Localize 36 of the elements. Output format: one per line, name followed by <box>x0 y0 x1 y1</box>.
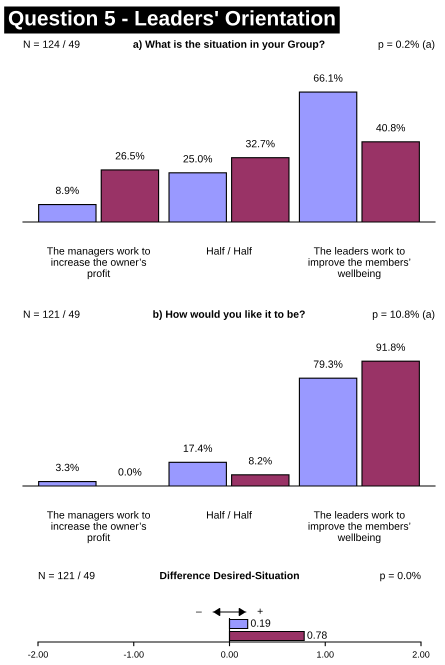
data-label: 8.9% <box>56 186 79 194</box>
x-tick-label: The managers work to increase the owner’s profit <box>47 511 150 544</box>
x-tick-label: 2.00 <box>412 651 430 658</box>
data-label: 3.3% <box>56 464 79 472</box>
x-tick-label: Half / Half <box>206 247 252 255</box>
text: N = 124 / 49 <box>24 40 80 48</box>
x-tick-label: 1.00 <box>317 651 334 658</box>
text: p = 0.2% (a) <box>378 40 434 50</box>
x-tick-label: The leaders work to improve the members’ wellbeing <box>308 511 410 544</box>
x-tick-label: -1.00 <box>124 651 144 658</box>
data-label: 0.78 <box>307 631 327 639</box>
data-label: 40.8% <box>376 124 406 132</box>
x-tick-label: The managers work to increase the owner’s profit <box>47 247 150 280</box>
x-tick-label: 0.00 <box>221 651 238 658</box>
chart-title: Question 5 - Leaders' Orientation <box>8 10 335 30</box>
data-label: 25.0% <box>183 155 212 162</box>
data-label: 66.1% <box>314 74 342 82</box>
data-label: 32.7% <box>246 140 275 148</box>
x-tick-label: Half / Half <box>206 511 252 519</box>
data-label: 0.0% <box>118 468 142 476</box>
text: + <box>258 608 263 614</box>
data-label: 8.2% <box>248 457 272 464</box>
chart-title: Difference Desired-Situation <box>160 572 299 580</box>
chart-title: b) How would you like it to be? <box>153 310 305 320</box>
x-tick-label: -2.00 <box>28 651 48 658</box>
data-label: 0.19 <box>250 619 270 627</box>
data-label: 17.4% <box>184 444 212 452</box>
text: p = 0.0% <box>380 572 421 582</box>
chart-subtitle: a) What is the situation in your Group? <box>133 40 324 50</box>
data-label: 79.3% <box>314 360 342 368</box>
data-label: 26.5% <box>116 152 144 160</box>
text: N = 121 / 49 <box>38 572 95 580</box>
text: p = 10.8% (a) <box>372 310 434 320</box>
data-label: 91.8% <box>376 343 406 351</box>
text: N = 121 / 49 <box>24 310 80 318</box>
x-tick-label: The leaders work to improve the members’ wellbeing <box>308 247 410 280</box>
